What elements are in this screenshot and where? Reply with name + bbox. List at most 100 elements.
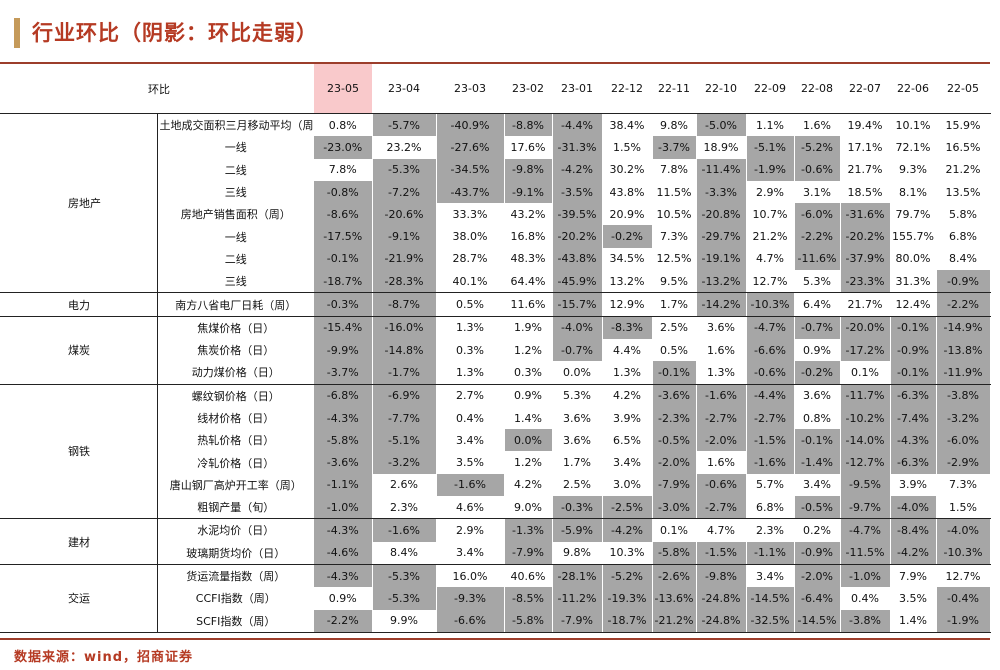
indicator-label: CCFI指数（周） bbox=[195, 592, 276, 606]
value-cell: -3.5% bbox=[552, 180, 603, 204]
table-row: 煤炭 焦煤价格（日） -15.4% -16.0% 1.3% 1.9% -4.0% -8.3% 2… bbox=[0, 316, 991, 385]
section-label: 钢铁 bbox=[0, 384, 158, 520]
value-cell: -14.8% bbox=[372, 338, 437, 362]
value-cell: -39.5% bbox=[552, 203, 603, 226]
value-cell: -14.5% bbox=[794, 609, 841, 633]
value-cell: -2.0% bbox=[696, 429, 747, 452]
value-cell: 0.5% bbox=[436, 292, 505, 317]
value-cell: -24.8% bbox=[696, 587, 747, 610]
value-cell: 18.9% bbox=[696, 136, 747, 159]
value-cell: 1.6% bbox=[696, 451, 747, 474]
column-header: 22-11 bbox=[652, 64, 696, 114]
value-cell: 2.9% bbox=[436, 518, 505, 542]
column-header: 22-12 bbox=[602, 64, 652, 114]
value-cell: 8.4% bbox=[372, 541, 437, 565]
value-cell: 2.6% bbox=[372, 473, 437, 497]
value-cell: -20.6% bbox=[372, 203, 437, 226]
table-row: 玻璃期货均价（日） -4.6% 8.4% 3.4% -7.9% 9.8% 10.3% -5.8… bbox=[0, 541, 991, 565]
column-header: 22-10 bbox=[696, 64, 746, 114]
table-row: 热轧价格（日） -5.8% -5.1% 3.4% 0.0% 3.6% 6.5% -0.5% -2… bbox=[0, 429, 991, 452]
value-cell: 3.4% bbox=[794, 473, 841, 497]
value-cell: -0.1% bbox=[794, 429, 841, 452]
value-cell: -6.6% bbox=[436, 609, 505, 633]
value-cell: 1.5% bbox=[936, 496, 991, 520]
value-cell: 3.4% bbox=[746, 564, 795, 588]
value-cell: -4.0% bbox=[890, 496, 937, 520]
value-cell: -20.8% bbox=[696, 203, 747, 226]
value-cell: 6.4% bbox=[794, 292, 841, 317]
bottom-divider bbox=[0, 638, 990, 640]
value-cell: 3.6% bbox=[552, 429, 603, 452]
value-cell: -31.3% bbox=[552, 136, 603, 159]
value-cell: 0.0% bbox=[504, 429, 553, 452]
value-cell: 40.1% bbox=[436, 270, 505, 294]
value-cell: -9.7% bbox=[840, 496, 891, 520]
value-cell: 10.3% bbox=[602, 541, 653, 565]
section-label: 电力 bbox=[0, 292, 158, 317]
value-cell: 4.7% bbox=[696, 518, 747, 542]
value-cell: -0.1% bbox=[890, 361, 937, 385]
value-cell: -3.2% bbox=[372, 451, 437, 474]
value-cell: -4.2% bbox=[890, 541, 937, 565]
value-cell: 2.7% bbox=[436, 384, 505, 407]
value-cell: 12.5% bbox=[652, 247, 697, 271]
value-cell: -2.0% bbox=[794, 564, 841, 588]
value-cell: -21.9% bbox=[372, 247, 437, 271]
value-cell: -14.5% bbox=[746, 587, 795, 610]
value-cell: -11.7% bbox=[840, 384, 891, 407]
value-cell: -21.2% bbox=[652, 609, 697, 633]
value-cell: 0.4% bbox=[436, 406, 505, 430]
value-cell: 3.1% bbox=[794, 180, 841, 204]
value-cell: 21.2% bbox=[936, 158, 991, 181]
value-cell: -1.7% bbox=[372, 361, 437, 385]
value-cell: 1.6% bbox=[794, 113, 841, 137]
value-cell: 1.7% bbox=[552, 451, 603, 474]
value-cell: -3.8% bbox=[936, 384, 991, 407]
value-cell: 21.7% bbox=[840, 292, 891, 317]
title-accent-bar bbox=[14, 18, 20, 48]
column-header: 22-08 bbox=[794, 64, 840, 114]
value-cell: -0.6% bbox=[746, 361, 795, 385]
value-cell: -3.6% bbox=[314, 451, 373, 474]
value-cell: -4.3% bbox=[314, 406, 373, 430]
value-cell: -9.1% bbox=[504, 180, 553, 204]
value-cell: -13.6% bbox=[652, 587, 697, 610]
value-cell: 2.3% bbox=[372, 496, 437, 520]
value-cell: -0.1% bbox=[652, 361, 697, 385]
value-cell: -5.1% bbox=[372, 429, 437, 452]
value-cell: -0.9% bbox=[890, 338, 937, 362]
value-cell: -6.4% bbox=[794, 587, 841, 610]
table-row: 电力 南方八省电厂日耗（周） -0.3% -8.7% 0.5% 11.6% -15.7% 12… bbox=[0, 292, 991, 317]
value-cell: 17.6% bbox=[504, 136, 553, 159]
value-cell: 13.2% bbox=[602, 270, 653, 294]
value-cell: 20.9% bbox=[602, 203, 653, 226]
value-cell: 7.9% bbox=[890, 564, 937, 588]
value-cell: -14.2% bbox=[696, 292, 747, 317]
indicator-label: 焦煤价格（日） bbox=[197, 321, 275, 335]
value-cell: -5.7% bbox=[372, 113, 437, 137]
value-cell: -0.7% bbox=[794, 316, 841, 339]
value-cell: 1.7% bbox=[652, 292, 697, 317]
value-cell: -1.9% bbox=[936, 609, 991, 633]
value-cell: 38.4% bbox=[602, 113, 653, 137]
value-cell: 1.3% bbox=[436, 316, 505, 339]
value-cell: 3.6% bbox=[696, 316, 747, 339]
table-row: 线材价格（日） -4.3% -7.7% 0.4% 1.4% 3.6% 3.9% -2.3% -2… bbox=[0, 406, 991, 430]
value-cell: -9.9% bbox=[314, 338, 373, 362]
table-header-row: 环比 23-05 23-04 23-03 23-02 23-01 22-12 22-11 22… bbox=[0, 64, 990, 114]
value-cell: 16.5% bbox=[936, 136, 991, 159]
value-cell: -2.7% bbox=[746, 406, 795, 430]
value-cell: -2.2% bbox=[936, 292, 991, 317]
section-label: 交运 bbox=[0, 564, 158, 633]
value-cell: 3.4% bbox=[436, 541, 505, 565]
column-header: 23-03 bbox=[436, 64, 504, 114]
value-cell: 7.8% bbox=[314, 158, 373, 181]
value-cell: -0.8% bbox=[314, 180, 373, 204]
value-cell: -1.5% bbox=[696, 541, 747, 565]
value-cell: -19.1% bbox=[696, 247, 747, 271]
value-cell: 10.1% bbox=[890, 113, 937, 137]
table-row: 一线 -23.0% 23.2% -27.6% 17.6% -31.3% 1.5% -3.7% 1… bbox=[0, 136, 991, 159]
value-cell: -6.3% bbox=[890, 451, 937, 474]
table-row: 钢铁 螺纹钢价格（日） -6.8% -6.9% 2.7% 0.9% 5.3% 4.2% -3.6… bbox=[0, 384, 991, 520]
indicator-label: 货运流量指数（周） bbox=[186, 570, 286, 584]
